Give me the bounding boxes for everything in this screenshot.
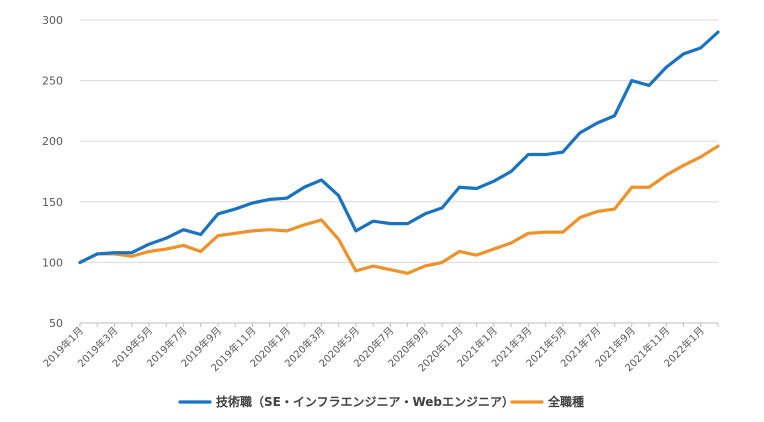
series-line xyxy=(78,144,720,275)
x-axis xyxy=(79,322,719,327)
y-tick-label: 200 xyxy=(42,135,63,148)
y-tick-label: 50 xyxy=(49,317,63,330)
y-tick-label: 100 xyxy=(42,256,63,269)
y-tick-label: 300 xyxy=(42,14,63,27)
y-axis-ticks: 50 100 150 200 250 300 xyxy=(42,14,63,330)
series-lines xyxy=(78,30,720,275)
legend-label: 全職種 xyxy=(547,394,584,409)
gridlines xyxy=(80,19,718,263)
x-axis-ticks: 2019年1月2019年3月2019年5月2019年7月2019年9月2019年… xyxy=(40,324,707,374)
legend: 技術職（SE・インフラエンジニア・Webエンジニア） 全職種 xyxy=(178,394,584,409)
legend-label: 技術職（SE・インフラエンジニア・Webエンジニア） xyxy=(216,394,514,409)
series-line xyxy=(78,30,720,264)
y-tick-label: 150 xyxy=(42,196,63,209)
y-tick-label: 250 xyxy=(42,75,63,88)
